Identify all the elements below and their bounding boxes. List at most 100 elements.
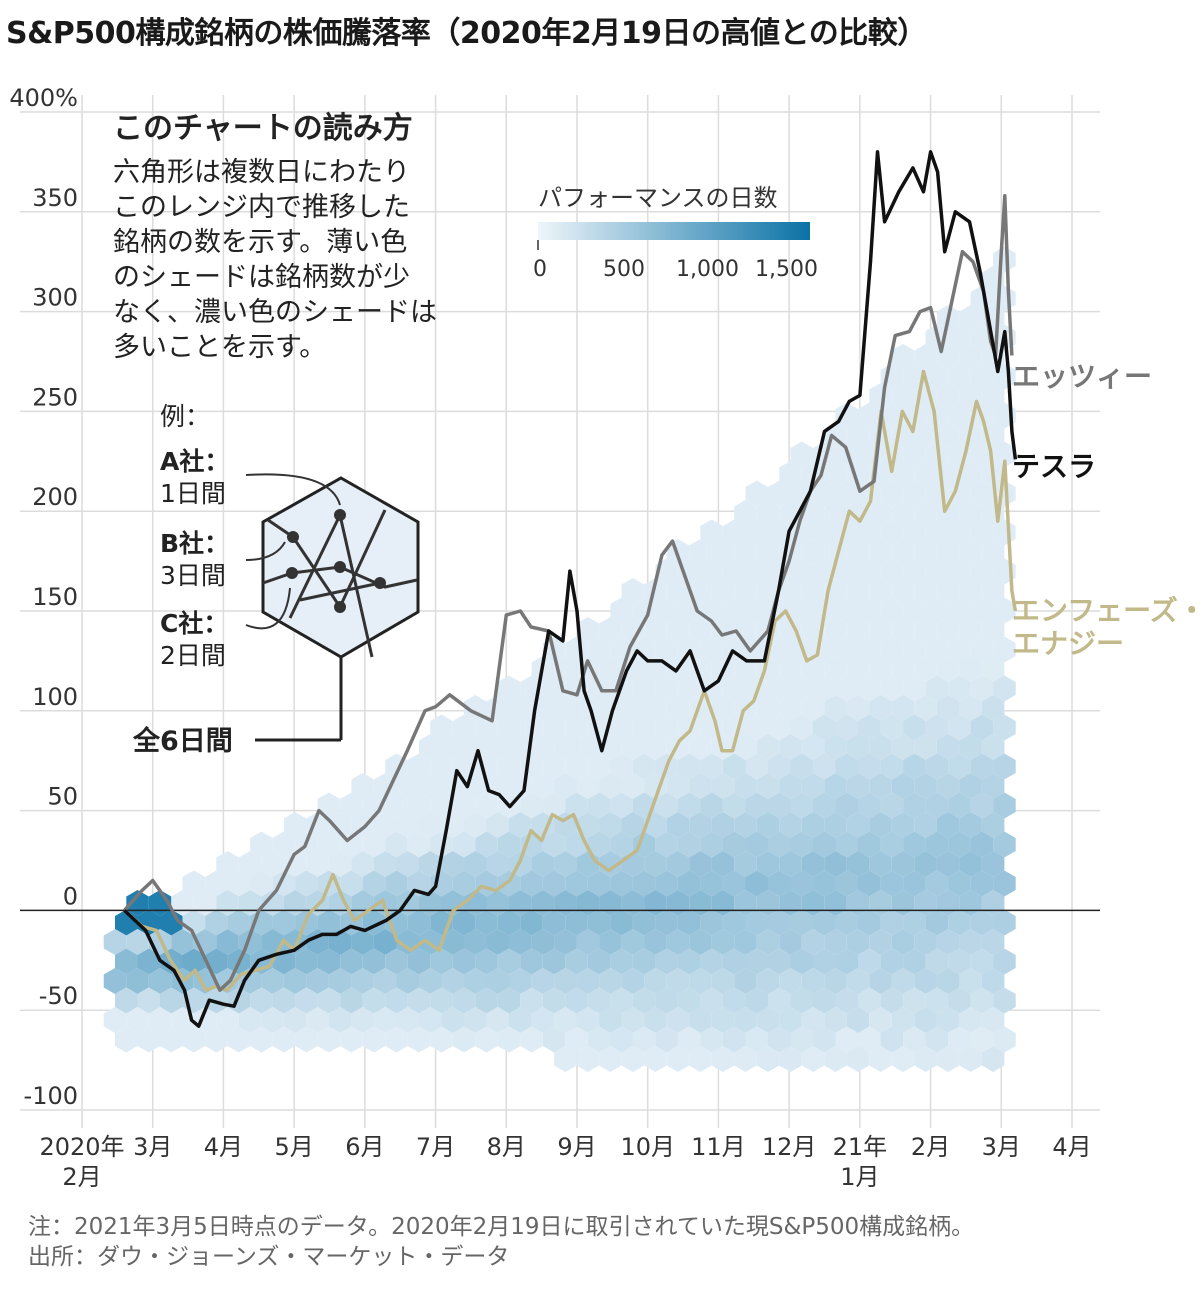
density-hex bbox=[891, 656, 915, 682]
density-hex bbox=[711, 812, 735, 838]
density-hex bbox=[689, 812, 712, 838]
density-hex bbox=[959, 500, 982, 526]
density-hex bbox=[497, 831, 521, 858]
density-hex bbox=[554, 695, 577, 721]
density-hex bbox=[373, 773, 397, 799]
density-hex bbox=[115, 987, 138, 1014]
density-hex bbox=[914, 344, 937, 370]
density-hex bbox=[779, 578, 802, 604]
density-hex bbox=[813, 792, 836, 819]
density-hex bbox=[711, 773, 735, 799]
density-hex bbox=[993, 831, 1016, 858]
density-hex bbox=[317, 1026, 341, 1053]
density-hex bbox=[846, 734, 870, 760]
density-hex bbox=[486, 812, 509, 838]
density-hex bbox=[283, 851, 307, 877]
density-hex bbox=[126, 1007, 149, 1033]
density-hex bbox=[407, 987, 431, 1014]
density-hex bbox=[452, 909, 476, 936]
density-hex bbox=[959, 344, 982, 370]
density-hex bbox=[554, 773, 577, 799]
density-hex bbox=[880, 519, 904, 546]
density-hex bbox=[340, 792, 363, 819]
density-hex bbox=[914, 695, 937, 721]
series-label-enphase-1: エンフェーズ・ bbox=[1012, 594, 1202, 627]
density-hex bbox=[295, 948, 318, 975]
density-hex bbox=[768, 636, 791, 663]
density-hex bbox=[936, 539, 960, 565]
density-hex bbox=[891, 344, 915, 370]
density-hex bbox=[216, 890, 239, 916]
density-hex bbox=[948, 558, 971, 585]
density-hex bbox=[869, 500, 892, 526]
density-hex bbox=[801, 1046, 825, 1072]
density-hex bbox=[858, 402, 881, 429]
density-hex bbox=[351, 929, 374, 955]
density-hex bbox=[632, 909, 656, 936]
x-tick-label: 10月 bbox=[620, 1133, 675, 1161]
density-hex bbox=[768, 675, 791, 702]
density-hex bbox=[734, 1046, 757, 1072]
x-tick-label: 21年 bbox=[833, 1133, 888, 1161]
density-hex bbox=[734, 578, 757, 604]
density-hex bbox=[520, 909, 543, 936]
density-hex bbox=[385, 987, 408, 1014]
density-hex bbox=[621, 773, 645, 799]
density-hex bbox=[779, 1046, 802, 1072]
x-tick-label: 2月 bbox=[911, 1133, 950, 1161]
density-hex bbox=[835, 636, 858, 663]
density-hex bbox=[903, 753, 926, 780]
density-hex bbox=[981, 695, 1005, 721]
density-hex bbox=[846, 929, 870, 955]
density-hex bbox=[700, 870, 723, 897]
density-hex bbox=[925, 636, 949, 663]
density-hex bbox=[846, 1007, 870, 1033]
density-hex bbox=[925, 987, 949, 1014]
y-tick-label: 150 bbox=[32, 583, 78, 611]
density-hex bbox=[677, 909, 701, 936]
company-c-days: 2日間 bbox=[160, 641, 226, 670]
density-hex bbox=[351, 851, 374, 877]
density-hex bbox=[655, 870, 678, 897]
density-hex bbox=[869, 734, 892, 760]
density-hex bbox=[903, 714, 926, 741]
density-hex bbox=[531, 890, 555, 916]
company-b-days: 3日間 bbox=[160, 561, 226, 590]
density-hex bbox=[306, 851, 329, 877]
density-hex bbox=[959, 656, 982, 682]
density-hex bbox=[385, 1026, 408, 1053]
density-hex bbox=[734, 1007, 757, 1033]
density-hex bbox=[846, 851, 870, 877]
density-hex bbox=[182, 948, 206, 975]
density-hex bbox=[610, 909, 633, 936]
density-hex bbox=[948, 675, 971, 702]
legend-tick-500: 500 bbox=[603, 257, 645, 282]
density-hex bbox=[756, 1046, 780, 1072]
density-hex bbox=[835, 948, 858, 975]
density-hex bbox=[801, 851, 825, 877]
density-hex bbox=[846, 500, 870, 526]
density-hex bbox=[790, 558, 813, 585]
density-hex bbox=[531, 929, 555, 955]
etsy-line bbox=[123, 194, 1014, 992]
density-hex bbox=[632, 948, 656, 975]
density-hex bbox=[925, 714, 949, 741]
density-hex bbox=[542, 831, 566, 858]
density-hex bbox=[948, 948, 971, 975]
density-hex bbox=[948, 870, 971, 897]
density-hex bbox=[689, 890, 712, 916]
example-arrows bbox=[245, 473, 341, 630]
density-hex bbox=[779, 773, 802, 799]
density-hex bbox=[632, 636, 656, 663]
density-hex bbox=[936, 617, 960, 643]
density-hex bbox=[779, 734, 802, 760]
density-hex bbox=[486, 851, 509, 877]
density-hex bbox=[981, 968, 1005, 994]
density-hex bbox=[340, 948, 363, 975]
y-tick-label: -100 bbox=[24, 1082, 78, 1110]
density-hex bbox=[813, 987, 836, 1014]
density-hex bbox=[869, 383, 892, 409]
density-hex bbox=[734, 968, 757, 994]
legend-gradient-bar bbox=[538, 222, 810, 240]
